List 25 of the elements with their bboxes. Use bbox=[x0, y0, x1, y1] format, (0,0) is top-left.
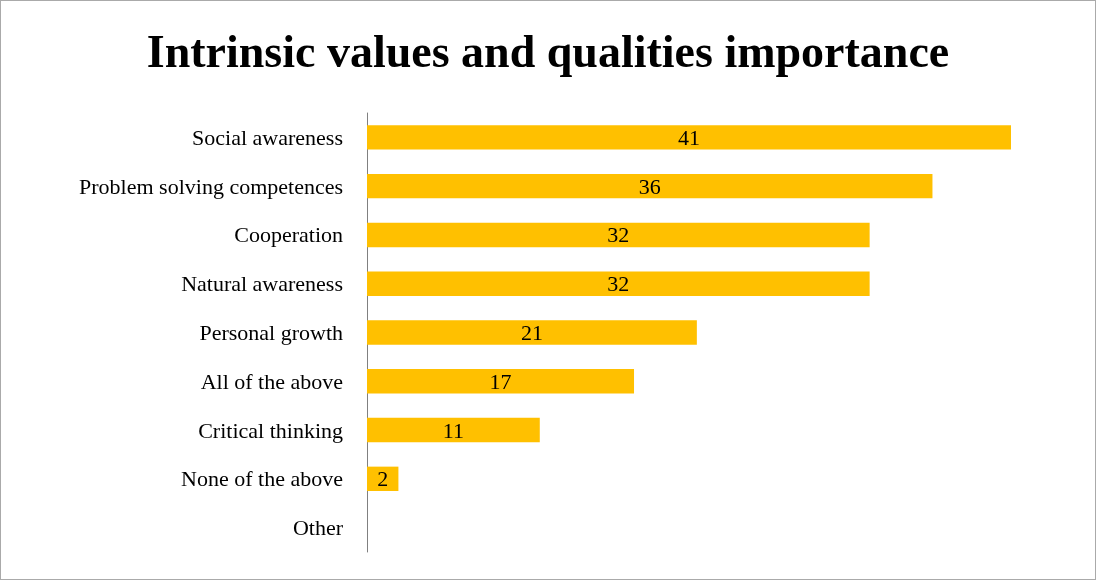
data-label: 41 bbox=[678, 124, 700, 150]
y-tick-label: Natural awareness bbox=[181, 271, 343, 297]
data-label: 2 bbox=[377, 466, 389, 492]
chart-title: Intrinsic values and qualities importance bbox=[146, 25, 950, 77]
y-tick-label: Personal growth bbox=[199, 320, 343, 345]
bar bbox=[367, 125, 1011, 150]
bar bbox=[367, 417, 540, 443]
data-label: 32 bbox=[607, 271, 630, 297]
bar bbox=[367, 222, 870, 248]
bar bbox=[367, 320, 697, 345]
data-label: 17 bbox=[489, 368, 512, 394]
bar bbox=[367, 271, 870, 296]
data-label: 36 bbox=[638, 173, 661, 199]
data-label: 21 bbox=[520, 320, 543, 345]
data-label: 32 bbox=[607, 222, 630, 248]
y-tick-label: Problem solving competences bbox=[79, 173, 343, 199]
y-tick-label: Social awareness bbox=[192, 124, 343, 150]
y-tick-label: Other bbox=[292, 515, 344, 541]
y-tick-label: None of the above bbox=[181, 466, 343, 492]
y-tick-label: Critical thinking bbox=[198, 417, 343, 443]
y-tick-label: All of the above bbox=[200, 368, 343, 394]
data-label: 11 bbox=[442, 417, 464, 443]
bar bbox=[367, 369, 635, 394]
bar bbox=[367, 173, 933, 199]
y-tick-label: Cooperation bbox=[234, 222, 343, 248]
